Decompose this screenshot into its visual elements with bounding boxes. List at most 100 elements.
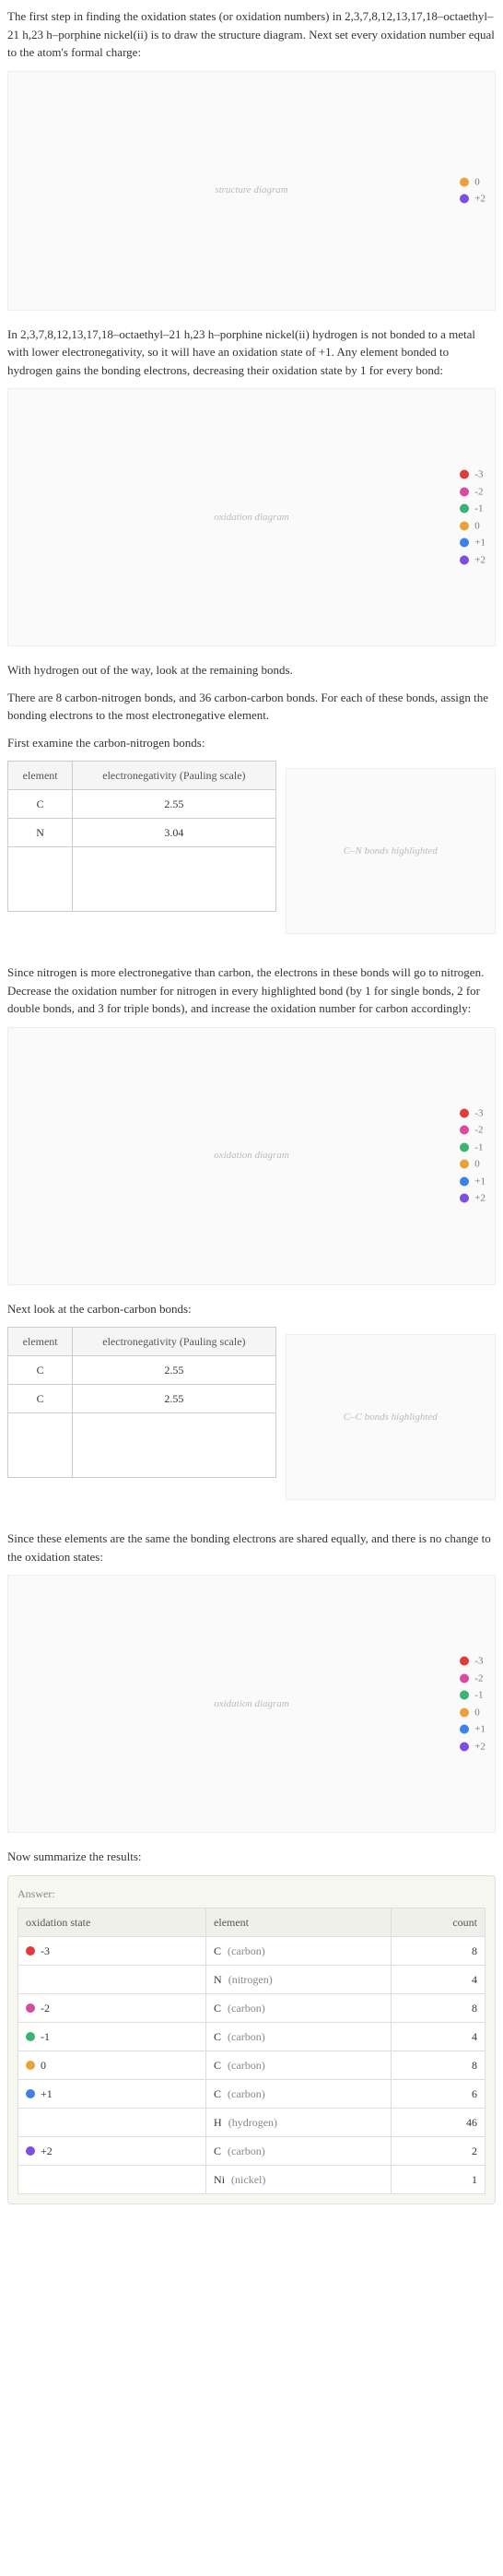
after-cn-paragraph: Since nitrogen is more electronegative t… (7, 963, 496, 1018)
structure-diagram: structure diagram 0 +2 (7, 71, 496, 311)
element-symbol: C (214, 2002, 221, 2015)
legend-dot (460, 487, 469, 496)
en-cell-value: 2.55 (73, 1385, 275, 1413)
answer-label: Answer: (18, 1885, 485, 1902)
legend-value: -3 (474, 1105, 483, 1121)
bond-summary-paragraph: There are 8 carbon-nitrogen bonds, and 3… (7, 689, 496, 725)
en-cell-element: N (8, 819, 73, 847)
en-header-en: electronegativity (Pauling scale) (73, 1328, 275, 1356)
answer-cell-ox: 0 (18, 2050, 206, 2079)
element-symbol: H (214, 2116, 222, 2129)
element-symbol: C (214, 2145, 221, 2157)
legend-value: +2 (474, 192, 485, 207)
hydrogen-diagram: oxidation diagram -3-2-10+1+2 (7, 388, 496, 646)
legend-value: -2 (474, 1123, 483, 1139)
legend-value: -3 (474, 467, 483, 483)
en-cell-value: 2.55 (73, 790, 275, 819)
legend-item: +2 (460, 552, 485, 568)
answer-row: N (nitrogen)4 (18, 1965, 485, 1993)
answer-cell-ox: -2 (18, 1993, 206, 2022)
en-header-en: electronegativity (Pauling scale) (73, 762, 275, 790)
diagram-label: oxidation diagram (214, 1148, 289, 1164)
legend-dot (460, 1657, 469, 1666)
diagram-label: C–N bonds highlighted (344, 844, 438, 859)
element-name: (nickel) (228, 2173, 265, 2186)
legend-value: 0 (474, 174, 480, 190)
cc-table-body: C2.55C2.55 (8, 1356, 276, 1478)
answer-header-element: element (206, 1908, 392, 1936)
legend-dot (460, 538, 469, 548)
answer-cell-element: C (carbon) (206, 1936, 392, 1965)
ox-dot (26, 2089, 35, 2098)
element-symbol: C (214, 2087, 221, 2100)
answer-cell-element: C (carbon) (206, 2136, 392, 2165)
table-filler-row (8, 1413, 276, 1478)
table-row: C2.55 (8, 1385, 276, 1413)
cc-side-diagram: C–C bonds highlighted (286, 1334, 497, 1500)
ox-label: 0 (41, 2057, 46, 2074)
after-structure-paragraph: In 2,3,7,8,12,13,17,18–octaethyl–21 h,23… (7, 325, 496, 380)
cc-result-legend: -3-2-10+1+2 (460, 1652, 485, 1756)
table-row: C2.55 (8, 1356, 276, 1385)
answer-row: -2C (carbon)8 (18, 1993, 485, 2022)
legend-value: -1 (474, 502, 483, 517)
legend-dot (460, 1691, 469, 1700)
legend-dot (460, 177, 469, 186)
element-symbol: Ni (214, 2173, 225, 2186)
legend-dot (460, 1673, 469, 1683)
ox-label: +2 (41, 2143, 53, 2159)
diagram-label: oxidation diagram (214, 510, 289, 526)
diagram-label: oxidation diagram (214, 1696, 289, 1712)
en-cell-value: 3.04 (73, 819, 275, 847)
answer-cell-ox (18, 1965, 206, 1993)
ox-label: -1 (41, 2028, 50, 2045)
examine-cn-paragraph: First examine the carbon-nitrogen bonds: (7, 734, 496, 752)
element-name: (carbon) (225, 2002, 265, 2015)
cn-row: element electronegativity (Pauling scale… (7, 761, 496, 949)
answer-cell-count: 4 (391, 1965, 485, 1993)
answer-cell-count: 1 (391, 2165, 485, 2193)
legend-dot (460, 1108, 469, 1117)
answer-row: H (hydrogen)46 (18, 2108, 485, 2136)
legend-value: +2 (474, 1191, 485, 1207)
legend-dot (460, 1142, 469, 1152)
legend-item: 0 (460, 174, 485, 190)
intro-paragraph: The first step in finding the oxidation … (7, 7, 496, 62)
legend-item: +2 (460, 192, 485, 207)
answer-cell-count: 6 (391, 2079, 485, 2108)
legend-dot (460, 195, 469, 204)
en-cell-element: C (8, 1356, 73, 1385)
legend-item: -2 (460, 1671, 485, 1686)
legend-item: +2 (460, 1191, 485, 1207)
examine-cc-paragraph: Next look at the carbon-carbon bonds: (7, 1300, 496, 1318)
element-name: (carbon) (225, 2145, 265, 2157)
cn-side-diagram: C–N bonds highlighted (286, 768, 497, 934)
table-row: C2.55 (8, 790, 276, 819)
diagram-label: structure diagram (215, 183, 287, 198)
answer-row: -1C (carbon)4 (18, 2022, 485, 2050)
legend-dot (460, 1176, 469, 1186)
en-header-element: element (8, 1328, 73, 1356)
answer-block: Answer: oxidation state element count -3… (7, 1875, 496, 2204)
legend-value: +2 (474, 552, 485, 568)
legend-value: +1 (474, 1722, 485, 1738)
legend-value: +1 (474, 1174, 485, 1189)
answer-cell-element: C (carbon) (206, 2022, 392, 2050)
answer-cell-element: C (carbon) (206, 2050, 392, 2079)
ox-label: -2 (41, 2000, 50, 2016)
cc-electronegativity-table: element electronegativity (Pauling scale… (7, 1327, 276, 1478)
cc-table-wrap: element electronegativity (Pauling scale… (7, 1327, 276, 1478)
legend-item: -1 (460, 1688, 485, 1704)
legend-dot (460, 1160, 469, 1169)
legend-item: 0 (460, 1157, 485, 1173)
legend-item: -1 (460, 502, 485, 517)
cc-result-diagram: oxidation diagram -3-2-10+1+2 (7, 1575, 496, 1833)
legend-value: -1 (474, 1140, 483, 1155)
legend-item: -2 (460, 484, 485, 500)
answer-cell-ox (18, 2108, 206, 2136)
legend-item: -1 (460, 1140, 485, 1155)
legend-item: +2 (460, 1739, 485, 1755)
answer-table: oxidation state element count -3C (carbo… (18, 1908, 485, 2194)
answer-cell-ox (18, 2165, 206, 2193)
answer-row: +1C (carbon)6 (18, 2079, 485, 2108)
